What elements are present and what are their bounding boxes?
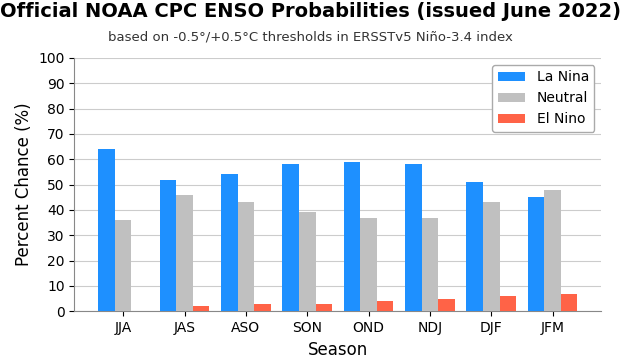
Bar [422, 218, 438, 311]
Bar [377, 301, 394, 311]
Bar [500, 296, 516, 311]
Bar [528, 197, 544, 311]
Bar [282, 164, 299, 311]
Bar [316, 304, 332, 311]
X-axis label: Season: Season [308, 341, 368, 359]
Bar [160, 180, 176, 311]
Bar [254, 304, 271, 311]
Bar [193, 306, 210, 311]
Legend: La Nina, Neutral, El Nino: La Nina, Neutral, El Nino [492, 65, 595, 132]
Y-axis label: Percent Chance (%): Percent Chance (%) [15, 103, 33, 266]
Bar [237, 202, 254, 311]
Bar [360, 218, 377, 311]
Bar [466, 182, 483, 311]
Bar [483, 202, 500, 311]
Bar [99, 149, 115, 311]
Bar [115, 220, 131, 311]
Bar [544, 190, 561, 311]
Text: Official NOAA CPC ENSO Probabilities (issued June 2022): Official NOAA CPC ENSO Probabilities (is… [0, 2, 620, 21]
Bar [176, 195, 193, 311]
Bar [405, 164, 422, 311]
Bar [221, 174, 237, 311]
Text: based on -0.5°/+0.5°C thresholds in ERSSTv5 Niño-3.4 index: based on -0.5°/+0.5°C thresholds in ERSS… [107, 31, 513, 44]
Bar [438, 299, 454, 311]
Bar [299, 212, 316, 311]
Bar [561, 294, 577, 311]
Bar [343, 162, 360, 311]
